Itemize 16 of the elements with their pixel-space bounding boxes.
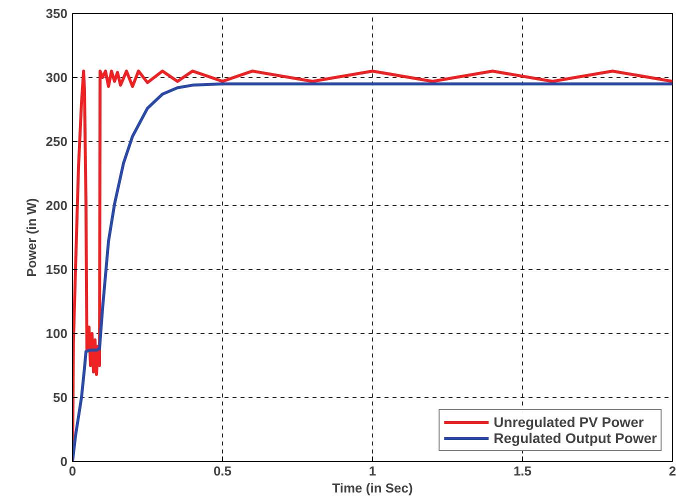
- y-tick-label: 350: [46, 6, 68, 21]
- y-tick-label: 250: [46, 134, 68, 149]
- legend-label: Regulated Output Power: [494, 430, 657, 446]
- x-axis-title: Time (in Sec): [332, 480, 413, 496]
- x-tick-label: 1.5: [513, 464, 532, 478]
- legend-label: Unregulated PV Power: [494, 414, 644, 430]
- y-tick-label: 100: [46, 326, 68, 341]
- y-axis-title: Power (in W): [24, 198, 39, 277]
- x-tick-label: 0.5: [213, 464, 232, 478]
- y-tick-label: 300: [46, 70, 68, 85]
- y-tick-label: 200: [46, 198, 68, 213]
- y-tick-label: 150: [46, 262, 68, 277]
- y-tick-label: 0: [60, 454, 68, 469]
- y-tick-label: 50: [53, 390, 68, 405]
- x-tick-label: 1: [368, 464, 376, 478]
- x-tick-label: 2: [668, 464, 676, 478]
